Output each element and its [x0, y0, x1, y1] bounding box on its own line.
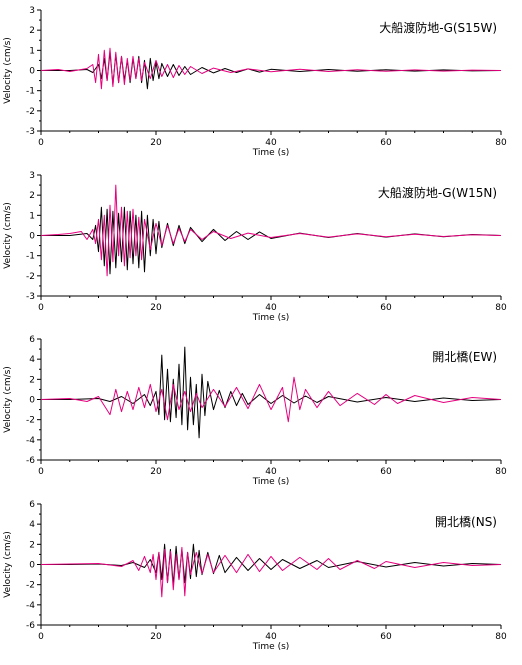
x-tick-label: 20: [150, 138, 162, 148]
x-tick-label: 80: [495, 467, 507, 477]
y-axis-label: Velocity (cm/s): [3, 366, 13, 433]
series-line-1: [40, 546, 502, 598]
y-tick-label: -1: [26, 87, 35, 97]
x-tick-label: 40: [265, 303, 277, 313]
chart-title: 開北橋(EW): [432, 350, 497, 364]
x-axis-label: Time (s): [252, 642, 290, 652]
chart-title: 開北橋(NS): [435, 515, 497, 529]
chart-title: 大船渡防地-G(S15W): [379, 20, 497, 35]
y-tick-label: 3: [29, 6, 35, 16]
x-tick-label: 80: [495, 138, 507, 148]
y-tick-label: 2: [29, 191, 35, 201]
y-axis-label: Velocity (cm/s): [3, 37, 13, 104]
x-tick-label: 60: [380, 138, 392, 148]
y-tick-label: -2: [26, 272, 35, 282]
y-tick-label: -6: [26, 456, 35, 466]
y-tick-label: 4: [29, 520, 35, 530]
y-tick-label: 2: [29, 375, 35, 385]
y-tick-label: -4: [26, 436, 35, 446]
chart-panel-0: -3 -2 -1 0 1 2 3 0 20 40 60 80 Time (s) Velocity (cm/…: [3, 6, 507, 158]
x-tick-label: 60: [380, 303, 392, 313]
y-tick-label: 0: [29, 232, 35, 242]
series-line-1: [40, 376, 502, 423]
x-tick-label: 60: [380, 632, 392, 642]
x-tick-label: 0: [38, 632, 44, 642]
x-axis-label: Time (s): [252, 313, 290, 323]
series-line-1: [40, 184, 502, 277]
x-tick-label: 40: [265, 467, 277, 477]
series-line-1: [40, 47, 502, 90]
y-axis-label: Velocity (cm/s): [3, 202, 13, 269]
x-tick-label: 0: [38, 303, 44, 313]
x-tick-label: 40: [265, 138, 277, 148]
y-tick-label: 0: [29, 396, 35, 406]
y-tick-label: -3: [26, 292, 35, 302]
x-tick-label: 0: [38, 138, 44, 148]
y-tick-label: -6: [26, 621, 35, 631]
y-tick-label: 4: [29, 355, 35, 365]
chart-title: 大船渡防地-G(W15N): [378, 185, 497, 200]
x-tick-label: 20: [150, 303, 162, 313]
x-tick-label: 40: [265, 632, 277, 642]
y-tick-label: 1: [29, 211, 35, 221]
y-tick-label: 2: [29, 26, 35, 36]
y-tick-label: 2: [29, 540, 35, 550]
x-tick-label: 20: [150, 467, 162, 477]
x-tick-label: 0: [38, 467, 44, 477]
y-tick-label: -2: [26, 107, 35, 117]
x-axis-label: Time (s): [252, 148, 290, 158]
y-tick-label: -2: [26, 416, 35, 426]
x-tick-label: 80: [495, 303, 507, 313]
y-tick-label: 0: [29, 67, 35, 77]
x-tick-label: 20: [150, 632, 162, 642]
y-tick-label: -1: [26, 252, 35, 262]
series-line-0: [41, 346, 502, 439]
x-axis-label: Time (s): [252, 477, 290, 487]
y-tick-label: -2: [26, 581, 35, 591]
y-tick-label: 6: [29, 335, 35, 345]
x-tick-label: 80: [495, 632, 507, 642]
y-tick-label: -4: [26, 601, 35, 611]
y-tick-label: 1: [29, 46, 35, 56]
y-tick-label: 0: [29, 561, 35, 571]
y-tick-label: -3: [26, 127, 35, 137]
y-tick-label: 6: [29, 500, 35, 510]
x-tick-label: 60: [380, 467, 392, 477]
chart-panel-1: -3 -2 -1 0 1 2 3 0 20 40 60 80 Time (s) Velocity (cm/…: [3, 171, 507, 323]
y-axis-label: Velocity (cm/s): [3, 531, 13, 598]
series-line-0: [41, 206, 502, 275]
y-tick-label: 3: [29, 171, 35, 181]
